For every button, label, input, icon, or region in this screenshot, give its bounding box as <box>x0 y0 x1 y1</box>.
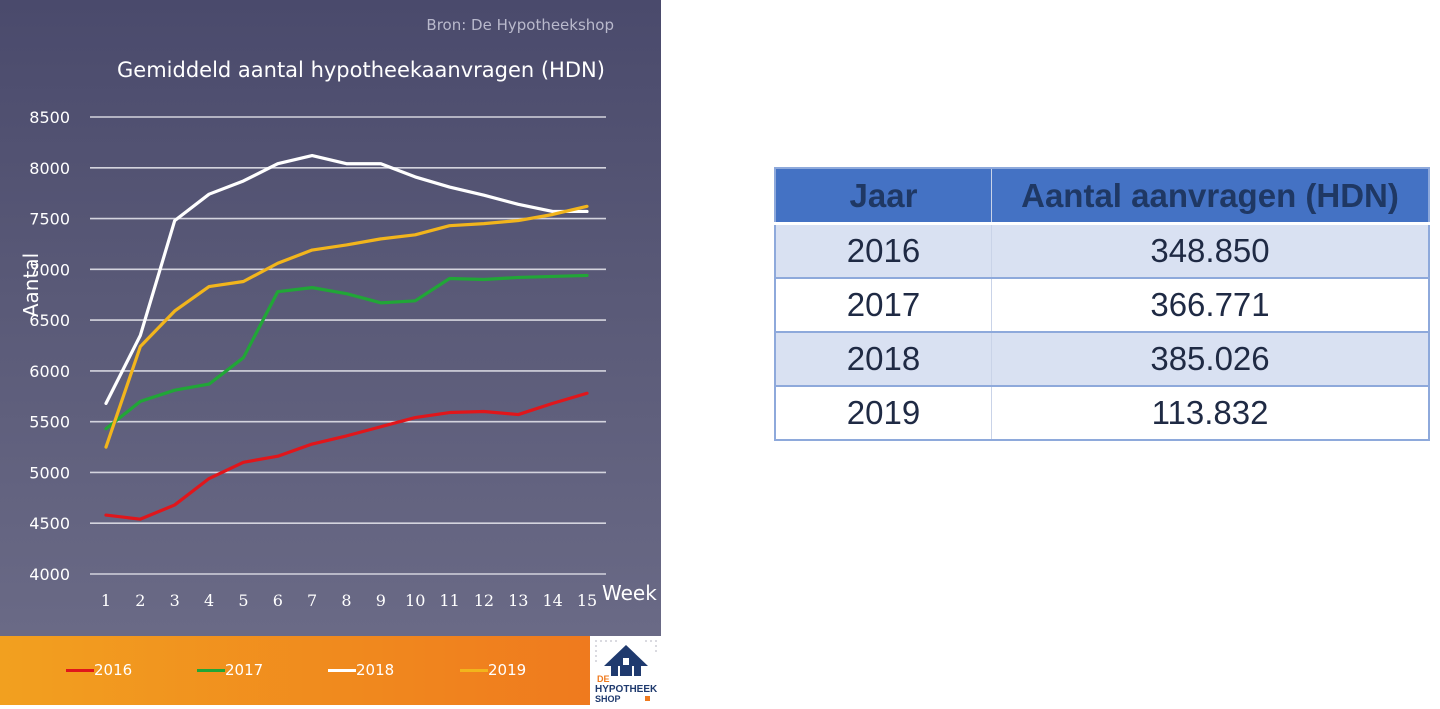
y-tick-label: 4500 <box>29 514 70 533</box>
chart-source: Bron: De Hypotheekshop <box>426 16 614 34</box>
hypotheekshop-logo: DE HYPOTHEEK SHOP <box>590 636 661 705</box>
legend-label: 2016 <box>94 661 133 679</box>
x-tick-label: 3 <box>170 591 180 610</box>
x-axis-label: Week <box>602 581 657 605</box>
table-cell-year: 2016 <box>775 223 992 278</box>
x-tick-label: 14 <box>542 591 562 610</box>
y-axis-label: Aantal <box>19 253 43 317</box>
chart-panel: Bron: De Hypotheekshop Gemiddeld aantal … <box>0 0 661 636</box>
y-tick-label: 5000 <box>29 463 70 482</box>
x-tick-label: 6 <box>273 591 283 610</box>
series-line-2017 <box>104 273 589 431</box>
x-tick-label: 8 <box>341 591 351 610</box>
x-tick-label: 11 <box>439 591 459 610</box>
x-tick-label: 4 <box>204 591 214 610</box>
x-tick-label: 2 <box>135 591 145 610</box>
legend-item-2019: 2019 <box>460 660 526 680</box>
table-cell-count: 366.771 <box>991 278 1429 332</box>
y-tick-label: 7000 <box>29 260 70 279</box>
table-header-aantal: Aantal aanvragen (HDN) <box>991 168 1429 225</box>
legend-swatch <box>328 668 356 672</box>
table-cell-year: 2017 <box>775 278 992 332</box>
legend-item-2018: 2018 <box>328 660 394 680</box>
x-tick-label: 15 <box>577 591 597 610</box>
table-row: 2018 385.026 <box>775 332 1429 386</box>
x-tick-label: 7 <box>307 591 317 610</box>
aanvragen-table: Jaar Aantal aanvragen (HDN) 2016 348.850… <box>774 167 1430 441</box>
legend-swatch <box>460 668 488 672</box>
legend-swatch <box>197 668 225 672</box>
table-cell-year: 2019 <box>775 386 992 440</box>
table-cell-year: 2018 <box>775 332 992 386</box>
x-tick-label: 9 <box>376 591 386 610</box>
table-cell-count: 113.832 <box>991 386 1429 440</box>
y-tick-label: 5500 <box>29 413 70 432</box>
legend-label: 2018 <box>356 661 395 679</box>
table-cell-count: 385.026 <box>991 332 1429 386</box>
chart-legend: 2016 2017 2018 2019 <box>0 636 590 705</box>
series-line-2016 <box>104 391 589 521</box>
y-tick-label: 8000 <box>29 159 70 178</box>
table-row: 2017 366.771 <box>775 278 1429 332</box>
logo-text-shop: SHOP <box>595 694 621 704</box>
table-row: 2019 113.832 <box>775 386 1429 440</box>
logo-text-de: DE <box>597 674 610 684</box>
table-header-jaar: Jaar <box>775 168 992 225</box>
table-header-row: Jaar Aantal aanvragen (HDN) <box>775 168 1429 225</box>
legend-item-2016: 2016 <box>66 660 132 680</box>
y-tick-label: 4000 <box>29 565 70 584</box>
y-tick-label: 6500 <box>29 311 70 330</box>
x-tick-label: 1 <box>101 591 111 610</box>
series-line-2019 <box>104 204 589 449</box>
table-cell-count: 348.850 <box>991 223 1429 278</box>
y-tick-label: 7500 <box>29 210 70 229</box>
x-tick-label: 13 <box>508 591 528 610</box>
x-tick-label: 5 <box>238 591 248 610</box>
logo-text-hypotheek: HYPOTHEEK <box>595 684 658 695</box>
line-chart: 4000 4500 5000 5500 6000 6500 7000 7500 8000 8500… <box>19 108 657 610</box>
series-line-2018 <box>104 153 589 405</box>
chart-title: Gemiddeld aantal hypotheekaanvragen (HDN… <box>117 58 605 82</box>
table-row: 2016 348.850 <box>775 223 1429 278</box>
legend-item-2017: 2017 <box>197 660 263 680</box>
y-tick-label: 8500 <box>29 108 70 127</box>
x-tick-label: 12 <box>474 591 494 610</box>
legend-label: 2017 <box>225 661 264 679</box>
x-tick-label: 10 <box>405 591 425 610</box>
legend-swatch <box>66 668 94 672</box>
legend-label: 2019 <box>488 661 527 679</box>
y-tick-label: 6000 <box>29 362 70 381</box>
